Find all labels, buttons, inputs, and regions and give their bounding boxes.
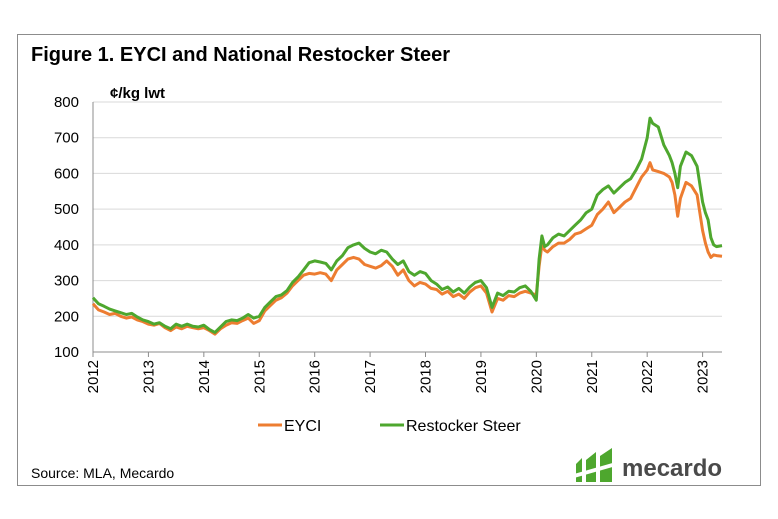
y-tick-label: 200 bbox=[54, 308, 79, 325]
y-tick-label: 500 bbox=[54, 201, 79, 218]
grid-lines bbox=[92, 101, 722, 353]
x-axis-ticks: 2012 2013 2014 2015 2016 2017 2018 2019 2020 2021… bbox=[85, 352, 712, 393]
x-tick-label: 2016 bbox=[307, 360, 324, 393]
chart-title: Figure 1. EYCI and National Restocker St… bbox=[31, 44, 451, 66]
x-tick-label: 2015 bbox=[251, 360, 268, 393]
x-tick-label: 2018 bbox=[418, 360, 435, 393]
logo-bar bbox=[586, 452, 596, 482]
x-tick-label: 2014 bbox=[196, 360, 213, 393]
series-line-eyci bbox=[91, 161, 723, 336]
logo-bar bbox=[576, 458, 582, 482]
y-tick-label: 800 bbox=[54, 94, 79, 111]
x-tick-label: 2022 bbox=[639, 360, 656, 393]
y-tick-label: 700 bbox=[54, 130, 79, 147]
mecardo-logo-text: mecardo bbox=[622, 455, 722, 482]
series-line-restocker-steer bbox=[91, 116, 723, 334]
x-tick-label: 2013 bbox=[140, 360, 157, 393]
y-axis-unit-label: ¢/kg lwt bbox=[110, 85, 166, 102]
logo-stripe bbox=[574, 462, 616, 478]
legend: EYCI Restocker Steer bbox=[258, 418, 521, 435]
x-tick-label: 2019 bbox=[473, 360, 490, 393]
mecardo-logo: mecardo bbox=[574, 448, 722, 482]
chart-frame: Figure 1. EYCI and National Restocker St… bbox=[17, 34, 761, 486]
mecardo-logo-icon bbox=[574, 448, 616, 482]
y-tick-label: 300 bbox=[54, 273, 79, 290]
legend-label: EYCI bbox=[284, 418, 321, 435]
x-tick-label: 2017 bbox=[362, 360, 379, 393]
y-tick-label: 400 bbox=[54, 237, 79, 254]
x-tick-label: 2020 bbox=[528, 360, 545, 393]
x-tick-label: 2012 bbox=[85, 360, 102, 393]
series-lines bbox=[91, 116, 723, 336]
y-tick-label: 600 bbox=[54, 165, 79, 182]
legend-label: Restocker Steer bbox=[406, 418, 521, 435]
y-axis-ticks: 100 200 300 400 500 600 700 800 bbox=[54, 94, 79, 361]
y-tick-label: 100 bbox=[54, 344, 79, 361]
x-tick-label: 2021 bbox=[584, 360, 601, 393]
x-tick-label: 2023 bbox=[695, 360, 712, 393]
source-note: Source: MLA, Mecardo bbox=[31, 465, 175, 481]
